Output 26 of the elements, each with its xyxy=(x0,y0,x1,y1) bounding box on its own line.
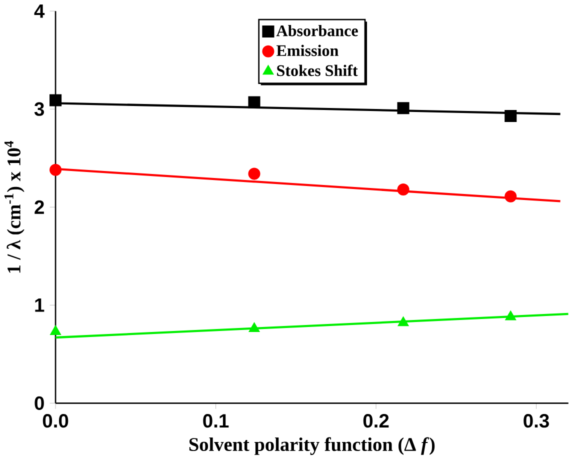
x-tick-label: 0.3 xyxy=(524,414,549,428)
point xyxy=(50,325,61,335)
point xyxy=(50,94,62,106)
x-tick-label: 0.2 xyxy=(363,414,389,428)
legend-label: Absorbance xyxy=(276,24,358,36)
point xyxy=(504,110,517,122)
y-tick-label: 3 xyxy=(34,102,44,116)
x-axis-title: Solvent polarity function (Δ f) xyxy=(189,437,435,455)
point xyxy=(50,164,62,176)
point xyxy=(248,168,260,180)
y-tick-label: 0 xyxy=(34,396,44,410)
y-tick-label: 4 xyxy=(34,4,45,18)
legend-label: Stokes Shift xyxy=(277,64,358,76)
y-axis-title: 1 / λ (cm$^{-1}$) x 10$^{4}$ xyxy=(4,140,24,272)
point xyxy=(248,96,260,108)
point xyxy=(248,322,260,332)
legend-label: Emission xyxy=(276,44,338,56)
point xyxy=(397,183,410,196)
point xyxy=(505,310,516,320)
point xyxy=(398,316,409,326)
y-tick-label: 1 xyxy=(35,298,44,312)
x-tick-label: 0.0 xyxy=(42,414,68,428)
point xyxy=(397,102,410,114)
point xyxy=(504,190,517,202)
y-tick-label: 2 xyxy=(34,200,44,214)
x-tick-label: 0.1 xyxy=(203,414,229,428)
